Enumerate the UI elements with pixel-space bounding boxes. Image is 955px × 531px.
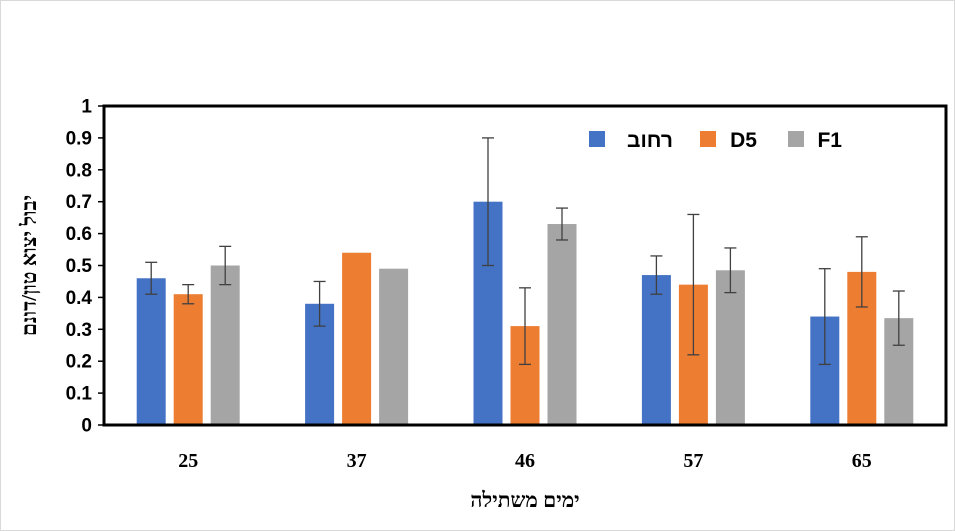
y-tick-label: 1 (81, 97, 92, 118)
legend-label: רחוב (627, 129, 673, 152)
y-tick-label: 0.2 (66, 352, 92, 373)
x-tick-label: 57 (683, 450, 703, 472)
legend-swatch (700, 131, 716, 147)
x-tick-label: 65 (852, 450, 872, 472)
plot-area-border (102, 104, 948, 427)
y-tick-label: 0.4 (66, 288, 93, 309)
x-axis-title: ימים משתילה (470, 488, 579, 512)
x-tick-label: 46 (515, 450, 535, 472)
y-tick-label: 0.9 (66, 128, 92, 149)
y-tick-label: 0.3 (66, 320, 92, 341)
y-tick-label: 0.1 (66, 384, 93, 405)
bar (379, 268, 409, 425)
bar (641, 275, 671, 425)
bars (104, 201, 946, 426)
bar (547, 224, 577, 425)
x-tick-label: 37 (347, 450, 367, 472)
y-axis-ticks: 0 0.1 0.2 0.3 0.4 0.5 0.6 0.7 0.8 0.9 1 (66, 97, 104, 437)
bar (173, 294, 203, 425)
legend-swatch (589, 131, 605, 147)
legend-swatch (788, 131, 804, 147)
y-axis-title: יבול יצוא טון/דונם (17, 195, 41, 336)
y-tick-label: 0.8 (66, 160, 92, 181)
error-bars (145, 137, 905, 366)
bar (136, 278, 166, 425)
y-tick-label: 0.5 (66, 256, 93, 277)
y-tick-label: 0 (81, 416, 92, 437)
legend: רחוב D5 F1 (589, 129, 842, 152)
legend-label: D5 (730, 129, 757, 152)
y-tick-label: 0.7 (66, 192, 92, 213)
x-tick-label: 25 (178, 450, 198, 472)
y-tick-label: 0.6 (66, 224, 92, 245)
x-axis-categories: 25 37 46 57 65 (178, 450, 872, 472)
bar (210, 265, 240, 425)
bar (342, 252, 372, 425)
bar (715, 270, 745, 425)
legend-label: F1 (817, 129, 842, 152)
